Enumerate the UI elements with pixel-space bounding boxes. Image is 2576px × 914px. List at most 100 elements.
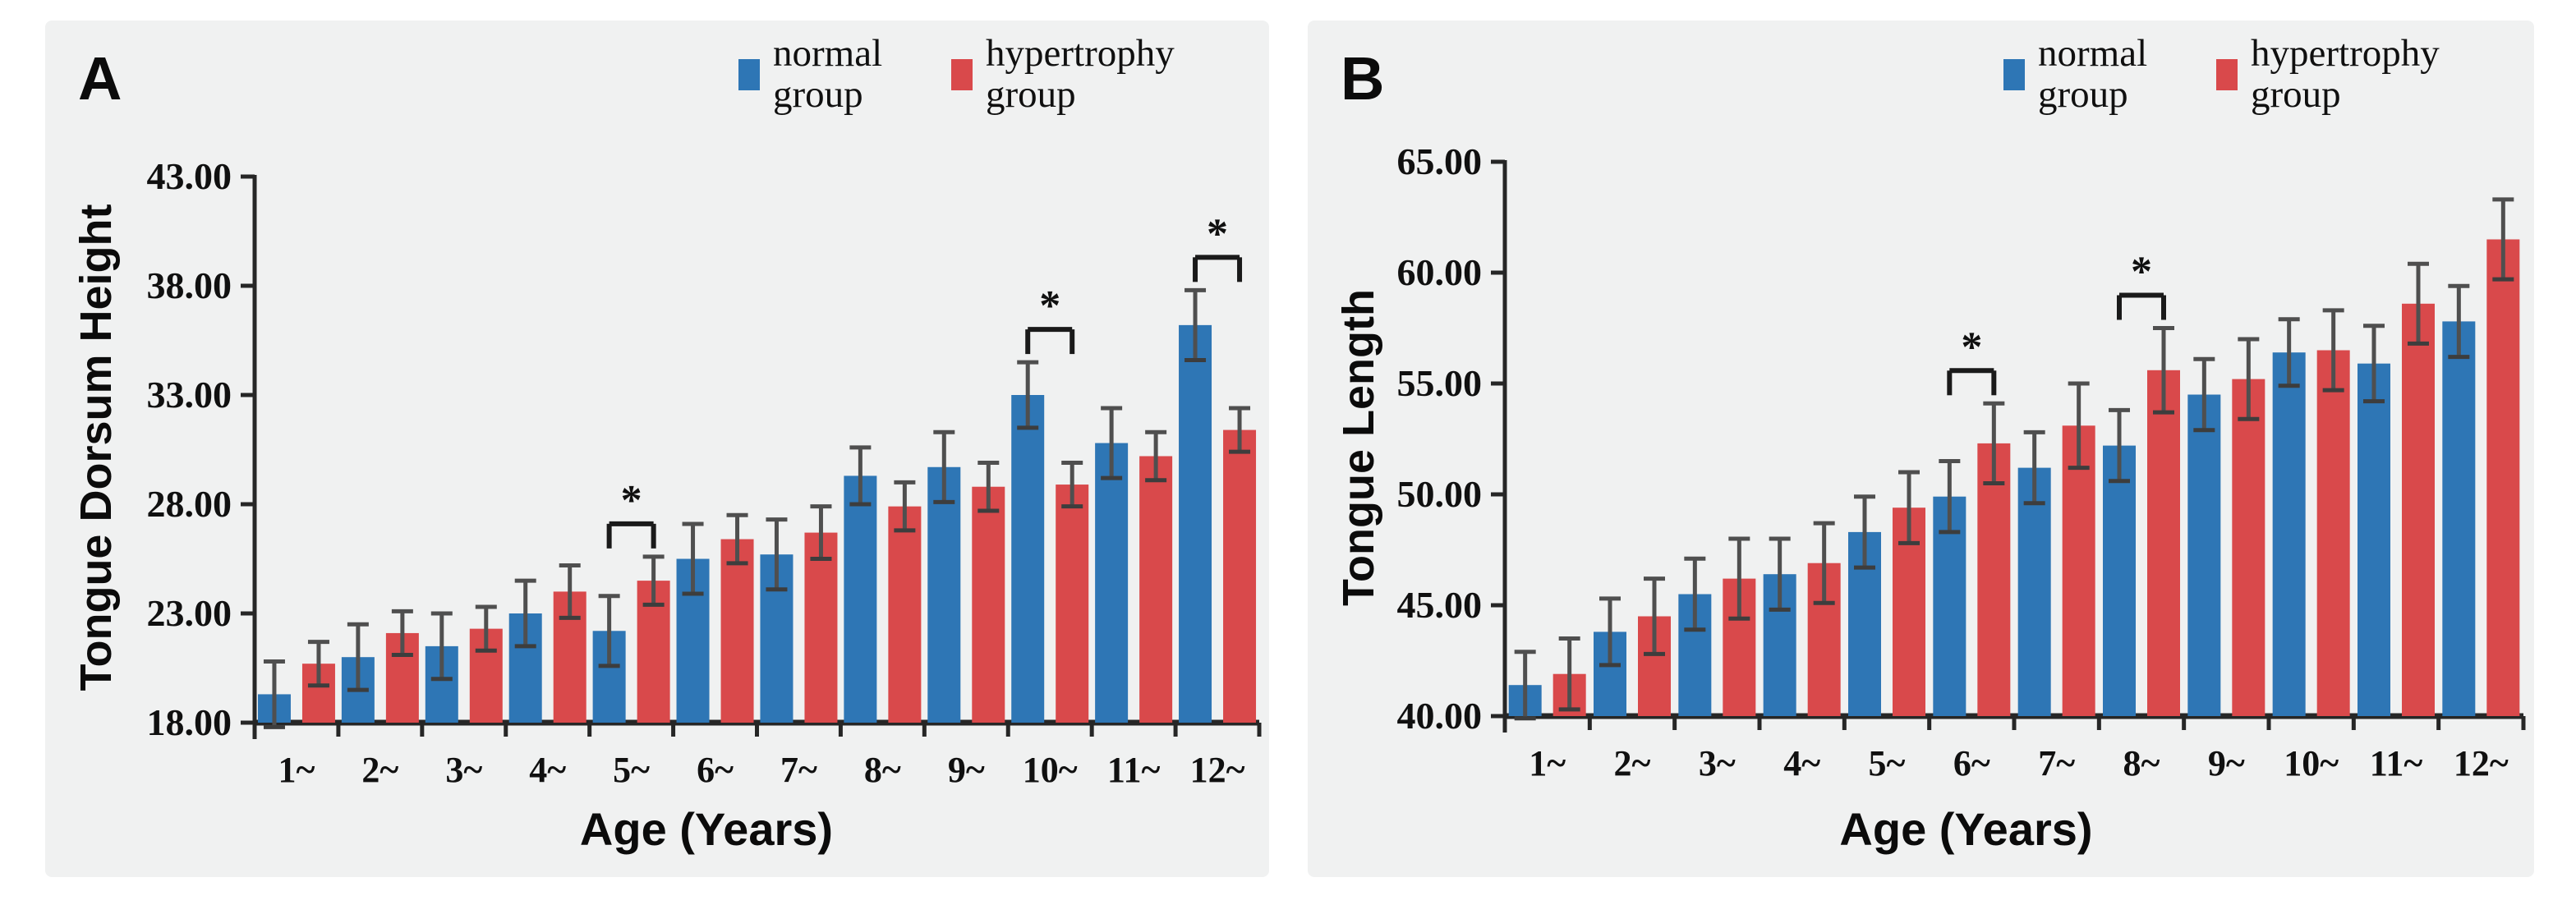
- error-bar: [430, 611, 453, 682]
- error-bar: [475, 604, 497, 653]
- error-bar: [894, 480, 916, 533]
- error-bar: [2408, 261, 2429, 346]
- bar-normal: [2103, 445, 2136, 716]
- significance-bracket: [1025, 327, 1075, 355]
- error-bar: [978, 460, 1000, 513]
- bar-hypertrophy: [1977, 443, 2011, 716]
- panel-b-letter: B: [1341, 44, 1385, 113]
- y-tick-label: 18.00: [147, 701, 232, 743]
- y-tick-label: 50.00: [1397, 473, 1483, 515]
- significance-bracket: [606, 521, 656, 549]
- bar-chart-tongue-dorsum-height: 18.00 23.00 28.00 33.00 38.00 43.00 1~ 2~ 3~ 4~ 5~…: [147, 155, 1262, 790]
- hypertrophy-group-swatch: [2216, 58, 2238, 90]
- error-bar: [2068, 381, 2090, 471]
- y-tick-label: 65.00: [1397, 140, 1483, 182]
- legend-label-hypertrophy: hypertrophy group: [986, 32, 1175, 116]
- error-bar: [2322, 308, 2344, 393]
- x-tick-label: 8~: [2123, 743, 2160, 783]
- x-tick-label: 8~: [864, 750, 901, 790]
- error-bar: [682, 521, 704, 596]
- error-bar: [1854, 494, 1875, 570]
- error-bar: [2193, 356, 2215, 433]
- y-tick-label: 45.00: [1397, 584, 1483, 626]
- y-axis-title: Tongue Dorsum Height: [71, 204, 121, 691]
- x-tick-label: 10~: [1023, 750, 1078, 790]
- x-tick-label: 2~: [1614, 743, 1651, 783]
- legend-label-normal: normal group: [773, 32, 883, 116]
- x-tick-label: 11~: [1107, 750, 1161, 790]
- panel-b: 40.00 45.00 50.00 55.00 60.00 65.00 1~ 2~ 3~ 4~ 5~…: [1308, 21, 2534, 877]
- y-tick-label: 55.00: [1397, 362, 1483, 404]
- y-axis-title: Tongue Length: [1334, 289, 1383, 606]
- significance-star: *: [1039, 282, 1060, 329]
- error-bar: [2363, 324, 2385, 404]
- bar-normal: [2358, 363, 2390, 716]
- error-bar: [766, 517, 788, 592]
- y-tick-label: 33.00: [147, 374, 232, 416]
- panel-a: 18.00 23.00 28.00 33.00 38.00 43.00 1~ 2~ 3~ 4~ 5~…: [45, 21, 1269, 877]
- bar-normal: [2442, 321, 2476, 716]
- x-axis-title: Age (Years): [1839, 803, 2093, 855]
- x-tick-label: 7~: [780, 750, 817, 790]
- bar-normal: [844, 475, 877, 723]
- bar-normal: [1011, 395, 1045, 723]
- error-bar: [391, 609, 413, 658]
- bar-hypertrophy: [1139, 456, 1173, 723]
- bar-normal: [2187, 394, 2221, 716]
- normal-group-swatch: [2003, 58, 2025, 90]
- legend-item-hypertrophy: hypertrophy group: [2216, 32, 2477, 116]
- bar-hypertrophy: [2147, 370, 2180, 716]
- error-bar: [1728, 536, 1750, 621]
- legend-label-hypertrophy: hypertrophy group: [2251, 32, 2440, 116]
- error-bar: [2153, 326, 2174, 415]
- x-tick-label: 12~: [1190, 750, 1245, 790]
- significance-bracket: [1947, 368, 1997, 396]
- bar-normal: [1179, 324, 1212, 723]
- significance-bracket: [1193, 255, 1243, 282]
- x-axis-title: Age (Years): [579, 803, 834, 855]
- error-bar: [1184, 287, 1207, 362]
- error-bar: [2278, 317, 2300, 388]
- bar-hypertrophy: [804, 532, 838, 723]
- bar-hypertrophy: [1223, 429, 1257, 723]
- x-tick-label: 7~: [2038, 743, 2075, 783]
- x-tick-label: 9~: [948, 750, 985, 790]
- y-tick-label: 40.00: [1397, 695, 1483, 737]
- error-bar: [1599, 596, 1621, 668]
- bar-hypertrophy: [2316, 350, 2350, 716]
- bar-hypertrophy: [2062, 425, 2095, 716]
- y-tick-label: 28.00: [147, 483, 232, 525]
- error-bar: [1017, 360, 1039, 430]
- bar-hypertrophy: [2402, 303, 2435, 716]
- x-tick-label: 6~: [697, 750, 734, 790]
- x-tick-label: 5~: [613, 750, 650, 790]
- error-bar: [726, 512, 748, 566]
- x-tick-label: 11~: [2370, 743, 2423, 783]
- bar-hypertrophy: [888, 506, 922, 723]
- error-bar: [1644, 576, 1665, 656]
- y-tick-label: 43.00: [147, 155, 232, 197]
- bar-normal: [927, 466, 961, 723]
- error-bar: [1684, 556, 1706, 632]
- error-bar: [307, 640, 329, 688]
- significance-star: *: [2131, 249, 2152, 296]
- legend-item-normal: normal group: [2003, 33, 2174, 116]
- error-bar: [1061, 460, 1083, 509]
- error-bar: [598, 594, 620, 668]
- significance-star: *: [1207, 210, 1228, 257]
- x-tick-label: 5~: [1869, 743, 1906, 783]
- error-bar: [1229, 406, 1251, 454]
- error-bar: [2448, 283, 2470, 360]
- bar-normal: [1095, 443, 1129, 723]
- bar-hypertrophy: [2232, 379, 2266, 716]
- error-bar: [642, 554, 665, 607]
- bar-normal: [2017, 467, 2051, 716]
- significance-star: *: [1961, 324, 1982, 370]
- x-tick-label: 9~: [2208, 743, 2245, 783]
- error-bar: [2238, 337, 2260, 421]
- bar-chart-tongue-length: 40.00 45.00 50.00 55.00 60.00 65.00 1~ 2~ 3~ 4~ 5~…: [1397, 140, 2526, 783]
- y-tick-label: 60.00: [1397, 251, 1483, 293]
- y-tick-label: 38.00: [147, 264, 232, 306]
- legend: normal group hypertrophy group: [2003, 32, 2477, 116]
